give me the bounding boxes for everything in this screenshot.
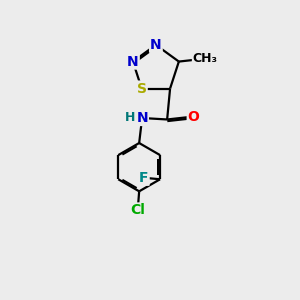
Text: Cl: Cl: [130, 203, 145, 218]
Text: S: S: [137, 82, 147, 96]
Text: O: O: [188, 110, 200, 124]
Text: H: H: [124, 111, 135, 124]
Text: CH₃: CH₃: [193, 52, 218, 65]
Text: F: F: [139, 171, 148, 185]
Text: N: N: [136, 111, 148, 125]
Text: N: N: [127, 55, 139, 69]
Text: N: N: [150, 38, 162, 52]
